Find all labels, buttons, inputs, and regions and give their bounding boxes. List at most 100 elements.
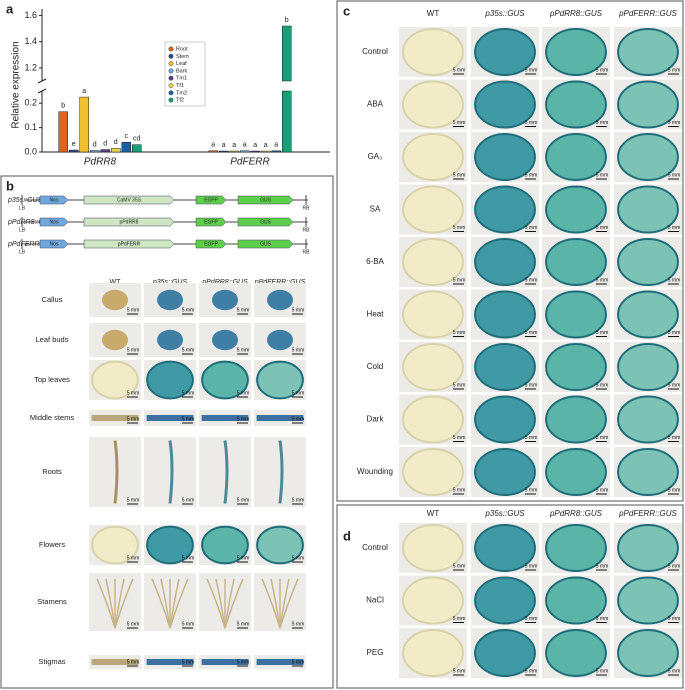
legend-marker [168,75,174,81]
scale-bar-label: 5 mm [237,347,250,353]
tissue [474,238,536,286]
scale-bar-label: 5 mm [668,668,681,674]
panel-d-frame [336,504,684,689]
letter: b [61,103,65,110]
scale-bar-label: 5 mm [292,555,305,561]
tissue [545,28,607,76]
legend-label: Tm1 [176,76,187,82]
row-label: Stamens [37,597,67,606]
tissue [402,238,464,286]
scale-bar-label: 5 mm [292,659,305,665]
tissue [91,415,139,421]
scale-bar-label: 5 mm [596,563,609,569]
column-header: WT [110,279,122,286]
scale-bar-label: 5 mm [525,435,538,441]
scale-bar-label: 5 mm [237,390,250,396]
tissue [474,576,536,625]
construct-part [195,217,227,227]
row-label: Cold [367,362,383,371]
scale-bar-label: 5 mm [668,67,681,73]
tissue [278,440,284,504]
tissue [256,360,304,400]
construct-part-label: EGFP [204,197,218,203]
y-tick-label: 0.1 [24,122,37,132]
scale-bar-label: 5 mm [127,497,140,503]
tissue [201,415,249,421]
scale-bar-label: 5 mm [525,487,538,493]
tissue [545,576,607,625]
row-label: Wounding [357,467,393,476]
tissue [474,395,536,444]
construct-part [195,239,227,249]
construct-part-label: Nos [50,241,59,247]
scale-bar-label: 5 mm [596,616,609,622]
tissue [474,80,536,129]
legend-marker [168,46,174,52]
scale-bar-label: 5 mm [182,390,195,396]
letter: d [93,141,97,148]
construct-part-label: Nos [50,219,59,225]
scale-bar-label: 5 mm [668,435,681,441]
bar [132,144,142,153]
scale-bar-label: 5 mm [182,307,195,313]
legend-label: Tf2 [176,98,184,104]
scale-bar-label: 5 mm [182,555,195,561]
legend-marker [168,97,174,103]
row-label: Roots [42,467,62,476]
scale-bar-label: 5 mm [292,347,305,353]
construct-part-label: GUS [260,241,272,247]
tissue [102,329,128,351]
tissue [617,629,679,677]
construct-part [237,217,294,227]
row-label: Top leaves [34,375,70,384]
tissue [474,290,536,339]
row-label: ABA [367,100,384,109]
panel-label: b [6,178,14,193]
tissue [402,185,464,234]
scale-bar-label: 5 mm [596,172,609,178]
scale-bar-label: 5 mm [453,616,466,622]
tissue [223,440,229,504]
construct-part [83,195,175,205]
tissue [168,440,174,504]
scale-bar-label: 5 mm [668,225,681,231]
scale-bar-label: 5 mm [453,435,466,441]
construct-part [83,239,175,249]
bar [261,150,271,153]
letter: a [211,142,215,149]
scale-bar-label: 5 mm [292,497,305,503]
scale-bar-label: 5 mm [127,416,140,422]
tissue [402,133,464,181]
column-header: pPdFERR::GUS [618,509,677,518]
legend-box [164,41,206,107]
tissue [402,395,464,444]
border-label: LB [19,249,26,255]
scale-bar-label: 5 mm [596,487,609,493]
construct-part [83,217,175,227]
row-label: Middle stems [30,413,74,422]
bar [111,148,121,153]
tissue [402,576,464,625]
tissue [91,360,139,400]
row-label: Flowers [39,540,66,549]
column-header: p35s::GUS [152,279,188,286]
scale-bar-label: 5 mm [668,563,681,569]
column-header: p35s::GUS [484,9,525,18]
construct-part [39,239,69,249]
tissue [146,360,194,400]
legend-marker [168,68,174,74]
tissue [146,659,194,665]
scale-bar-label: 5 mm [525,668,538,674]
panel-b-frame [0,175,334,689]
tissue [256,415,304,421]
tissue [545,629,607,677]
tissue [402,629,464,677]
legend-label: Stem [176,54,189,60]
tissue [102,289,128,311]
tissue [545,524,607,572]
column-header: pPdFERR::GUS [618,9,677,18]
construct-part-label: pPdRR8 [120,219,139,225]
construct-part [237,195,294,205]
scale-bar-label: 5 mm [668,487,681,493]
row-label: Control [362,543,388,552]
